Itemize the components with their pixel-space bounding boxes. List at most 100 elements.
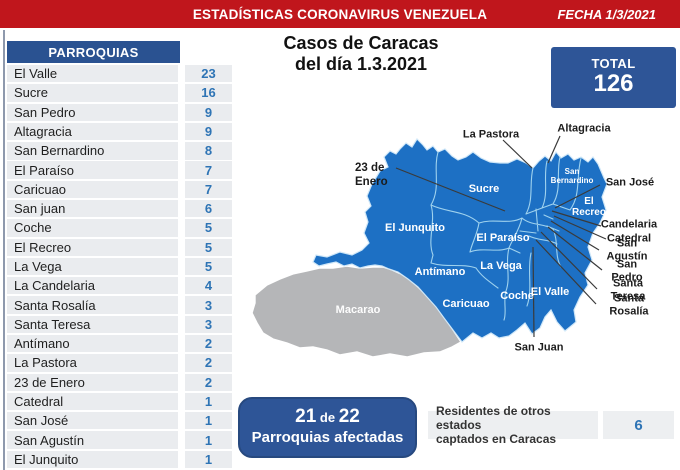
map-label-san-bernardino: San Bernardino	[550, 166, 594, 185]
page-title-line2: del día 1.3.2021	[294, 54, 428, 75]
table-row: Caricuao 7	[7, 180, 233, 199]
parish-name: Santa Teresa	[7, 315, 178, 334]
parish-name: 23 de Enero	[7, 373, 178, 391]
leader-catedral	[553, 215, 607, 240]
map-label-caricuao: Caricuao	[442, 297, 490, 310]
page-title-line1: Casos de Caracas	[283, 33, 439, 53]
parish-value: 2	[185, 334, 232, 353]
parish-value: 5	[185, 238, 232, 256]
parish-value: 9	[185, 122, 232, 141]
parish-name: San José	[7, 412, 178, 430]
table-row: Coche 5	[7, 219, 233, 237]
map-label-san-juan: San Juan	[514, 341, 564, 354]
app-title: ESTADÍSTICAS CORONAVIRUS VENEZUELA	[192, 6, 488, 22]
table-row: La Vega 5	[7, 257, 233, 276]
parroquias-table-header: PARROQUIAS	[7, 41, 180, 63]
other-states-caption-line1: Residentes de otros estados	[436, 403, 551, 432]
map-label-el-junquito: El Junquito	[385, 221, 445, 234]
leader-santa-rosalia	[535, 239, 597, 305]
parish-name: La Vega	[7, 257, 178, 276]
parish-value: 4	[185, 277, 232, 295]
affected-total: 22	[338, 406, 360, 427]
table-row: San Pedro 9	[7, 103, 233, 121]
table-row: El Valle 23	[7, 65, 233, 83]
leader-san-pedro	[547, 226, 603, 271]
table-row: 23 de Enero 2	[7, 373, 233, 391]
table-row: Sucre 16	[7, 84, 233, 102]
other-states-value: 6	[603, 411, 674, 439]
map-label-san-agustin: San Agustín	[606, 237, 648, 262]
parish-value: 1	[185, 450, 232, 469]
map-label-santa-teresa: Santa Teresa	[610, 277, 646, 302]
table-row: Santa Teresa 3	[7, 315, 233, 334]
parish-name: El Recreo	[7, 238, 178, 256]
leader-santa-teresa	[540, 231, 598, 290]
parish-name: Santa Rosalía	[7, 296, 178, 314]
table-row: El Recreo 5	[7, 238, 233, 256]
affected-caption: Parroquias afectadas	[251, 429, 404, 446]
page-title: Casos de Caracas del día 1.3.2021	[248, 33, 474, 75]
other-states-caption: Residentes de otros estados captados en …	[428, 404, 598, 446]
parish-value: 2	[185, 373, 232, 391]
map-label-sucre: Sucre	[468, 182, 500, 195]
parish-name: San Bernardino	[7, 142, 178, 160]
parish-value: 16	[185, 84, 232, 102]
leader-altagracia	[547, 135, 561, 164]
table-row: San juan 6	[7, 199, 233, 218]
total-label: TOTAL	[591, 56, 636, 71]
parish-name: Coche	[7, 219, 178, 237]
table-row: Catedral 1	[7, 392, 233, 411]
parish-value: 6	[185, 199, 232, 218]
left-frame-line	[3, 30, 5, 470]
parish-value: 23	[185, 65, 232, 83]
macarao-shape	[251, 265, 463, 358]
parish-name: El Junquito	[7, 450, 178, 469]
other-states-caption-line2: captados en Caracas	[436, 432, 557, 447]
map-label-altagracia: Altagracia	[557, 122, 611, 135]
table-row: La Candelaria 4	[7, 277, 233, 295]
parish-value: 7	[185, 180, 232, 199]
leader-23-de-enero	[395, 167, 506, 212]
table-row: San José 1	[7, 412, 233, 430]
parish-name: La Pastora	[7, 354, 178, 372]
table-row: Altagracia 9	[7, 122, 233, 141]
parish-value: 1	[185, 392, 232, 411]
map-label-coche: Coche	[500, 289, 534, 302]
map-label-san-pedro: San Pedro	[611, 258, 643, 283]
affected-count: 21	[295, 406, 317, 427]
parish-name: El Paraíso	[7, 161, 178, 179]
map-label-23-de-enero: 23 de Enero	[355, 162, 388, 188]
parish-name: San Pedro	[7, 103, 178, 121]
leader-san-jose	[554, 184, 601, 209]
parish-value: 3	[185, 296, 232, 314]
table-row: San Bernardino 8	[7, 142, 233, 160]
map-label-el-valle: El Valle	[530, 285, 570, 298]
leader-candelaria	[551, 210, 602, 227]
table-row: San Agustín 1	[7, 431, 233, 449]
parish-value: 5	[185, 257, 232, 276]
parish-name: El Valle	[7, 65, 178, 83]
map-label-la-vega: La Vega	[480, 259, 522, 272]
date-label: FECHA 1/3/2021	[557, 6, 656, 22]
affected-count-line: 21 de 22	[240, 406, 415, 428]
parish-name: San Agustín	[7, 431, 178, 449]
parish-value: 3	[185, 315, 232, 334]
total-box: TOTAL 126	[551, 47, 676, 108]
parish-name: Sucre	[7, 84, 178, 102]
affected-of-label: de	[319, 410, 336, 425]
parish-name: Antímano	[7, 334, 178, 353]
parish-name: Caricuao	[7, 180, 178, 199]
map-label-santa-rosalia: Santa Rosalía	[609, 292, 649, 317]
parish-name: Catedral	[7, 392, 178, 411]
parish-value: 2	[185, 354, 232, 372]
total-value: 126	[593, 70, 634, 97]
table-row: Antímano 2	[7, 334, 233, 353]
leader-la-pastora	[502, 139, 533, 169]
top-bar: ESTADÍSTICAS CORONAVIRUS VENEZUELA FECHA…	[0, 0, 680, 28]
map-label-el-recreo: El Recreo	[572, 196, 606, 218]
parish-value: 8	[185, 142, 232, 160]
map-label-la-pastora: La Pastora	[462, 128, 520, 141]
parish-name: La Candelaria	[7, 277, 178, 295]
map-label-san-jose: San José	[605, 176, 655, 189]
map-label-el-paraiso: El Paraíso	[476, 231, 530, 244]
